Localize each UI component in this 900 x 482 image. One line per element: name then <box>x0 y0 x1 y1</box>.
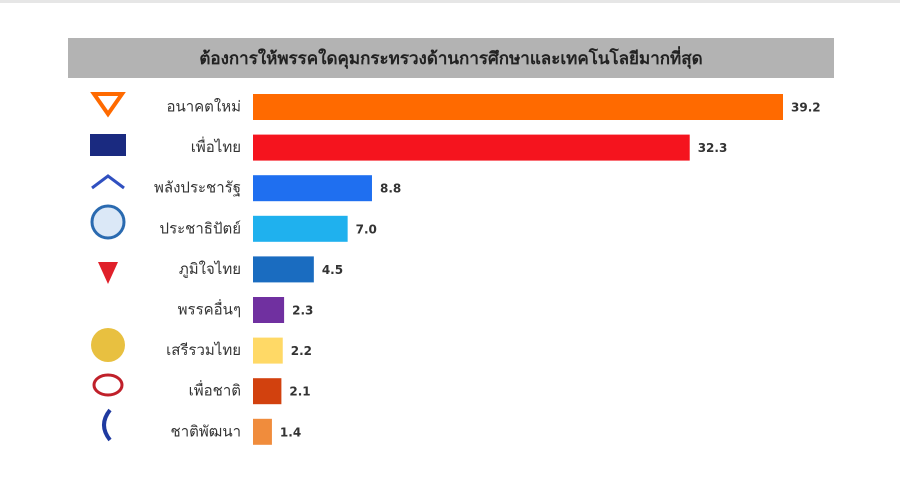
logo <box>91 174 125 190</box>
category-label: เพื่อชาติ <box>189 380 241 400</box>
bar <box>253 134 690 161</box>
title-bar <box>68 38 834 78</box>
logo <box>98 262 118 284</box>
logo <box>102 408 112 442</box>
logo <box>92 373 124 397</box>
value-label: 2.2 <box>291 344 312 358</box>
category-label: เสรีรวมไทย <box>166 341 241 359</box>
bar <box>253 215 348 242</box>
value-label: 39.2 <box>791 101 821 115</box>
category-label: พลังประชารัฐ <box>154 179 241 197</box>
logo <box>90 204 126 240</box>
logos <box>90 92 126 442</box>
top-border <box>0 0 900 3</box>
bar <box>253 378 282 405</box>
category-label: พรรคอื่นๆ <box>178 299 241 319</box>
bar <box>253 418 272 445</box>
bar <box>253 175 372 202</box>
logo <box>90 134 126 156</box>
value-label: 7.0 <box>356 222 377 236</box>
value-label: 1.4 <box>280 425 301 439</box>
logo <box>91 328 125 362</box>
bar <box>253 94 783 120</box>
value-label: 2.3 <box>292 304 313 318</box>
value-label: 4.5 <box>322 263 343 277</box>
category-label: ภูมิใจไทย <box>179 260 241 278</box>
value-label: 8.8 <box>380 182 401 196</box>
category-label: ชาติพัฒนา <box>171 422 241 440</box>
category-label: อนาคตใหม่ <box>166 98 241 116</box>
logo <box>90 92 126 118</box>
value-label: 32.3 <box>698 141 728 155</box>
bar <box>253 256 314 283</box>
chart-title: ต้องการให้พรรคใดคุมกระทรวงด้านการศึกษาแล… <box>199 46 702 69</box>
value-label: 2.1 <box>289 385 310 399</box>
category-label: ประชาธิปัตย์ <box>160 219 241 237</box>
bar <box>253 337 283 364</box>
bar <box>253 297 285 323</box>
category-label: เพื่อไทย <box>191 136 241 156</box>
